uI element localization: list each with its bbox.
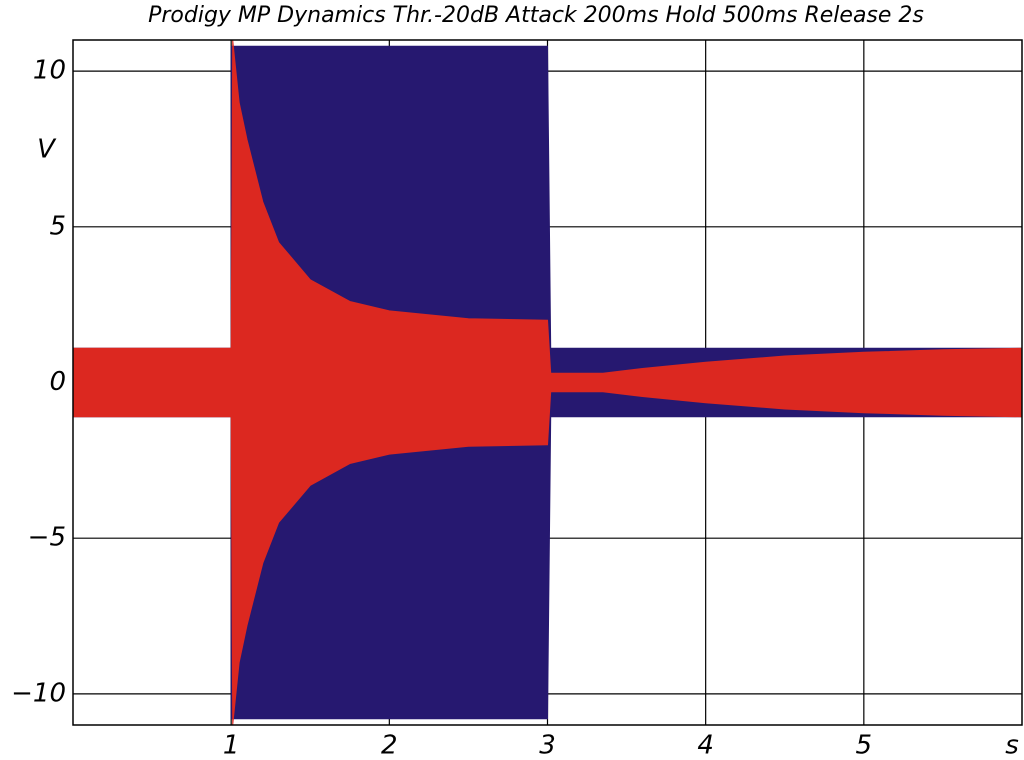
y-tick-label: −5 xyxy=(28,523,66,553)
y-tick-label: 10 xyxy=(33,56,66,86)
y-tick-label: 5 xyxy=(49,211,66,241)
chart-title: Prodigy MP Dynamics Thr.-20dB Attack 200… xyxy=(148,3,924,28)
x-tick-label: 3 xyxy=(539,731,556,760)
x-tick-label: 2 xyxy=(381,731,398,760)
y-tick-label: −10 xyxy=(11,678,66,708)
y-tick-label: 0 xyxy=(49,367,66,397)
x-axis-label: s xyxy=(1005,731,1019,760)
x-tick-label: 1 xyxy=(223,731,240,760)
x-tick-label: 5 xyxy=(856,731,873,760)
x-tick-label: 4 xyxy=(697,731,714,760)
y-axis-label: V xyxy=(37,135,57,165)
plot-frame xyxy=(72,39,1023,726)
